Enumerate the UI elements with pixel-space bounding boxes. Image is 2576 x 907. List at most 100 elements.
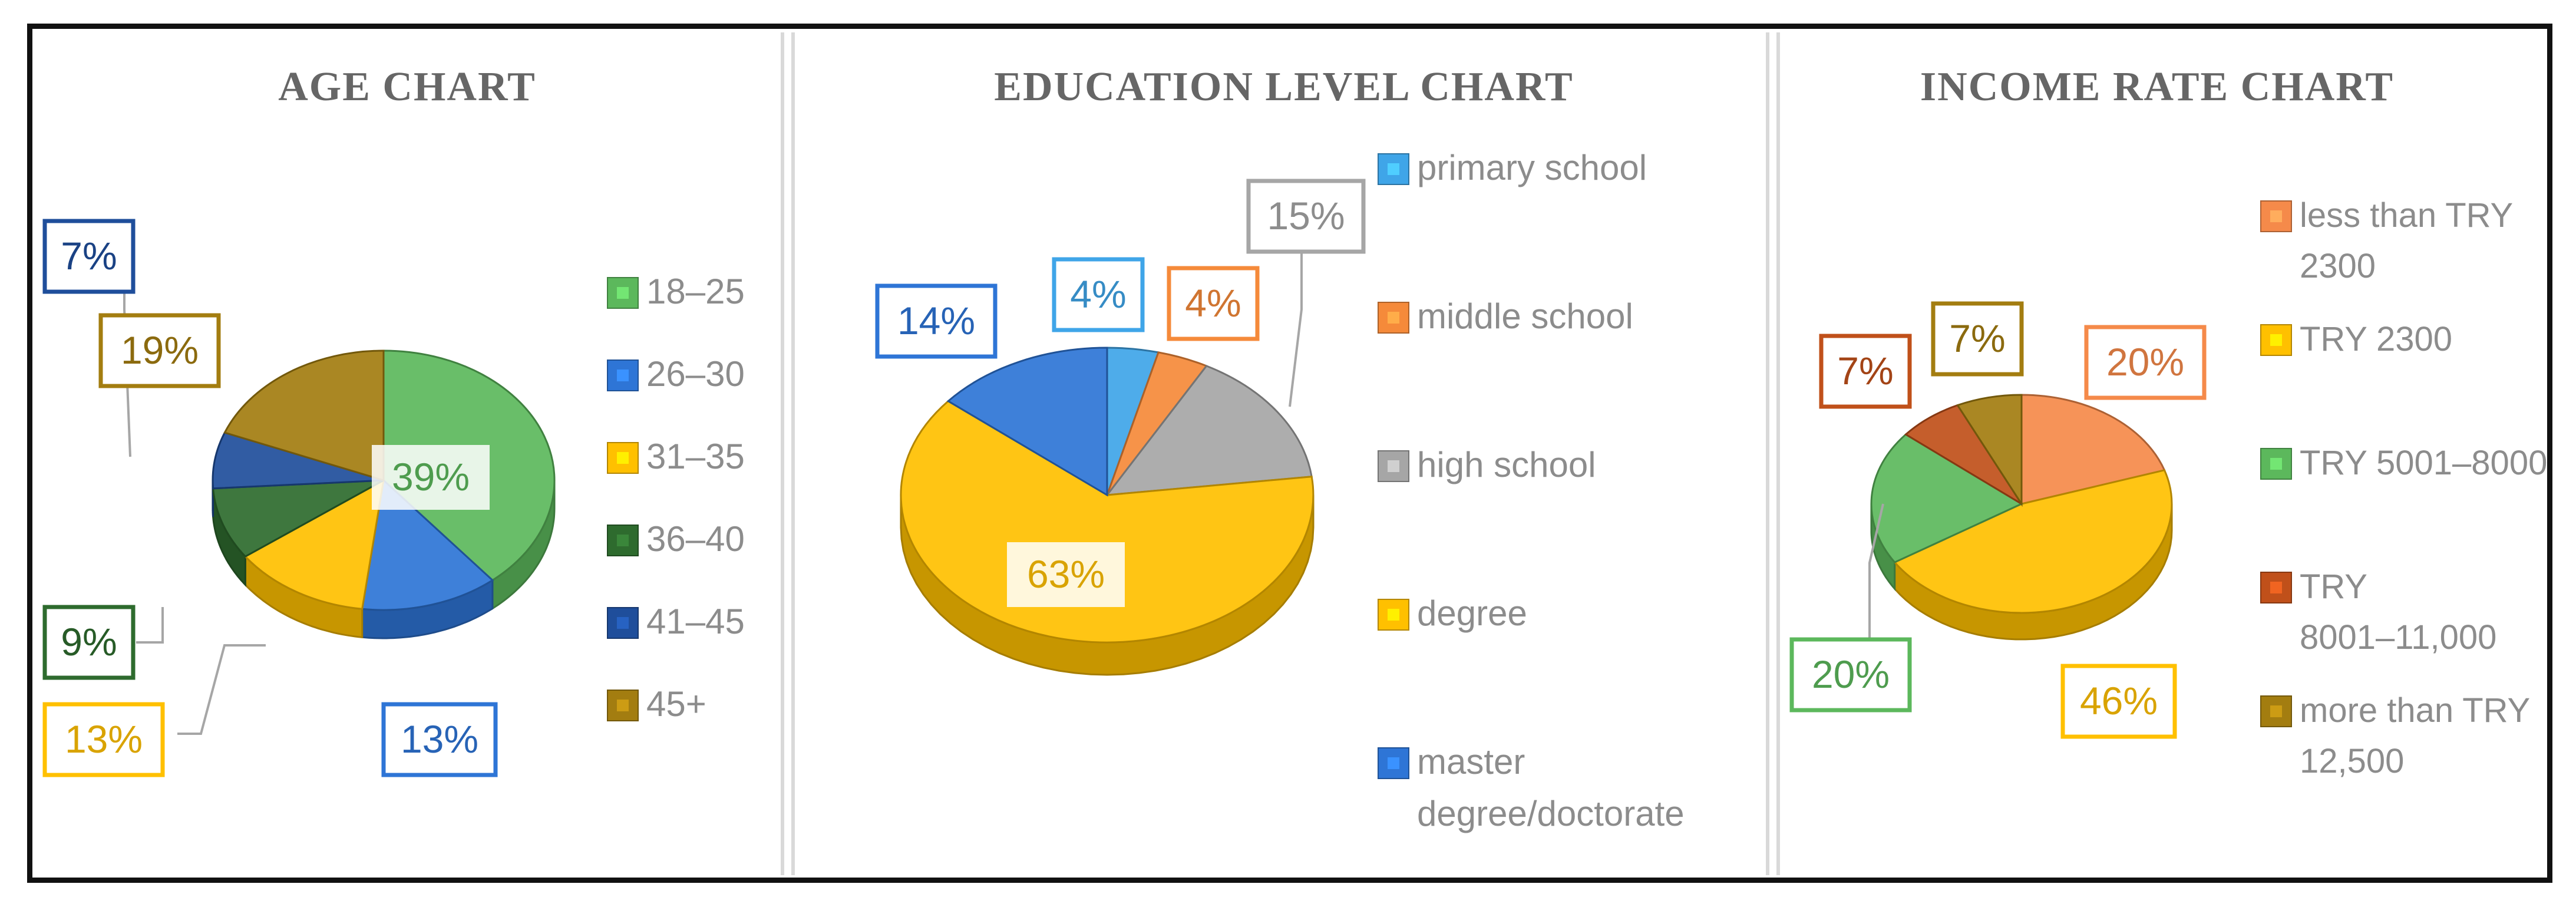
pie-slice[interactable] [212, 479, 384, 558]
data-label-text: 46% [2080, 679, 2158, 723]
pie-slice[interactable] [1956, 394, 2023, 507]
pie-slices [1870, 394, 2173, 614]
data-label-text: 4% [1070, 272, 1126, 316]
data-label-text: 7% [1837, 349, 1893, 393]
data-label: 7% [42, 219, 136, 294]
data-label: 20% [1789, 637, 1912, 713]
data-label-text: 63% [1027, 552, 1105, 596]
legend-label: more than TRY 12,500 [2300, 691, 2530, 780]
data-label-box [1007, 542, 1125, 607]
legend-label: TRY 5001–8000 [2300, 444, 2547, 482]
income-rate-chart: INCOME RATE CHART 20% 46% 20% 7% 7% less than… [1789, 64, 2547, 780]
data-label-text: 13% [401, 717, 478, 761]
legend-label: primary school [1417, 148, 1647, 187]
data-label-box [1931, 301, 2024, 377]
legend-label: 31–35 [646, 437, 745, 476]
pie-slice[interactable] [1105, 365, 1313, 496]
legend-item: more than TRY 12,500 [2260, 691, 2530, 780]
education-level-chart: EDUCATION LEVEL CHART 4% 4% 15% 63% 14% prima… [875, 64, 1685, 833]
education-chart-panel: EDUCATION LEVEL CHART 4% 4% 15% 63% 14% prima… [791, 32, 1769, 875]
data-label-box [42, 605, 136, 680]
legend-label: 18–25 [646, 272, 745, 311]
data-label-text: 7% [61, 234, 117, 278]
pie-slice[interactable] [361, 479, 494, 611]
data-label-text: 20% [1812, 652, 1890, 696]
legend-swatch-inner [1388, 163, 1399, 175]
age-chart: AGE CHART 39% 13% 13% 9% 7% 19% 18–25 26–30 31–3… [42, 64, 745, 777]
legend-item: 18–25 [607, 272, 745, 311]
legend-swatch [607, 607, 639, 639]
figure-frame: AGE CHART 39% 13% 13% 9% 7% 19% 18–25 26–30 31–3… [27, 24, 2552, 883]
pie-slice[interactable] [243, 479, 385, 610]
legend-item: primary school [1378, 148, 1647, 187]
data-label: 19% [98, 313, 221, 388]
data-label-box [372, 445, 490, 510]
legend-swatch-inner [617, 700, 629, 711]
legend-swatch [2260, 572, 2292, 603]
legend-swatch-inner [2270, 334, 2282, 346]
leader-line [123, 292, 131, 457]
legend-item: high school [1378, 445, 1596, 484]
data-label-box [98, 313, 221, 388]
chart-title: AGE CHART [278, 64, 536, 110]
pie-slice[interactable] [223, 349, 385, 482]
data-label-text: 39% [392, 455, 470, 499]
legend-item: TRY 2300 [2260, 320, 2452, 358]
legend-label: high school [1417, 445, 1596, 484]
pie-slice[interactable] [1904, 404, 2023, 505]
data-label: 13% [381, 702, 498, 777]
legend-label: TRY 2300 [2300, 320, 2452, 358]
legend-swatch-inner [2270, 458, 2282, 470]
legend-item: 31–35 [607, 437, 745, 476]
data-label-text: 15% [1267, 194, 1345, 238]
data-label: 15% [1246, 179, 1366, 254]
data-label: 4% [1052, 257, 1145, 332]
data-label-box [42, 219, 136, 294]
leader-line [136, 607, 164, 644]
income-chart-panel: INCOME RATE CHART 20% 46% 20% 7% 7% less than… [1776, 32, 2547, 875]
legend-swatch-inner [617, 370, 629, 381]
legend-swatch-inner [2270, 582, 2282, 593]
data-label-text: 7% [1949, 316, 2005, 360]
legend-label: middle school [1417, 296, 1633, 336]
age-chart-panel: AGE CHART 39% 13% 13% 9% 7% 19% 18–25 26–30 31–3… [36, 32, 784, 875]
legend-item: TRY 5001–8000 [2260, 444, 2547, 482]
legend-swatch-inner [617, 452, 629, 464]
data-label: 13% [42, 702, 165, 777]
legend-swatch-inner [617, 287, 629, 299]
data-label-box [1167, 266, 1260, 341]
legend-item: 45+ [607, 684, 706, 724]
data-label-box [42, 702, 165, 777]
data-label-box [1789, 637, 1912, 713]
legend-label: TRY 8001–11,000 [2300, 568, 2496, 657]
pie-slices [900, 347, 1315, 644]
legend-label: 45+ [646, 684, 706, 724]
legend-label: master degree/doctorate [1417, 742, 1685, 833]
pie-slice[interactable] [946, 347, 1108, 497]
data-label-text: 19% [121, 328, 199, 372]
data-label-text: 20% [2106, 340, 2184, 384]
data-label: 20% [2084, 325, 2207, 400]
pie-slice[interactable] [2020, 394, 2166, 505]
legend-item: 41–45 [607, 602, 745, 641]
data-label: 4% [1167, 266, 1260, 341]
legend-item: less than TRY 2300 [2260, 196, 2513, 285]
data-label: 7% [1931, 301, 2024, 377]
pie-slice[interactable] [1893, 469, 2173, 614]
data-label-box [2060, 664, 2177, 739]
legend-label: 41–45 [646, 602, 745, 641]
pie-slice[interactable] [1870, 433, 2024, 563]
data-label: 14% [875, 283, 998, 359]
pie-slice[interactable] [212, 431, 384, 490]
legend-swatch-inner [1388, 460, 1399, 472]
legend-item: middle school [1378, 296, 1633, 336]
legend-swatch-inner [617, 535, 629, 546]
data-label: 7% [1819, 334, 1912, 409]
data-label-text: 9% [61, 620, 117, 664]
data-label-box [381, 702, 498, 777]
pie-slice[interactable] [900, 400, 1315, 644]
legend-swatch-inner [2270, 210, 2282, 222]
legend-label: 36–40 [646, 519, 745, 559]
legend-swatch-inner [1388, 757, 1399, 769]
leader-line [177, 644, 266, 735]
